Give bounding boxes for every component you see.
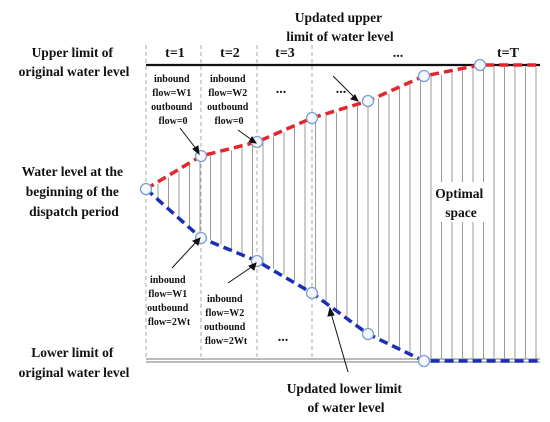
annotation-top-1: inbound flow=W1 outbound flow=0 (151, 74, 195, 127)
optimal-space-label-bg (433, 182, 489, 222)
arrow-head (192, 237, 201, 246)
arrow-head (248, 136, 258, 144)
lower-original-limit-label: Lower limit of original water level (19, 345, 130, 380)
ellipsis-bottom: ... (278, 330, 289, 345)
period-dividers (145, 45, 313, 359)
arrow-annotation-bottom-1 (171, 240, 198, 269)
curve-node (417, 69, 431, 83)
updated-lower-limit-label: Updated lower limit of water level (287, 381, 406, 415)
annotation-top-2: inbound flow=W2 outbound flow=0 (207, 74, 251, 127)
period-label-T: t=T (497, 46, 520, 61)
curve-node (473, 58, 487, 72)
optimal-space-label: Optimal space (435, 186, 486, 220)
arrow-annotation-bottom-2 (227, 265, 254, 284)
updated-upper-limit-curve (145, 63, 540, 191)
arrow-updated-upper (332, 75, 356, 99)
curve-node (305, 111, 319, 125)
curve-node (305, 286, 319, 300)
arrow-updated-lower (330, 312, 349, 373)
arrow-head (327, 306, 335, 317)
period-label-t3: t=3 (275, 46, 295, 61)
updated-lower-limit-curve (144, 187, 540, 363)
upper-original-limit-label: Upper limit of original water level (19, 45, 130, 79)
curve-node (417, 354, 431, 368)
arrow-head (350, 94, 359, 102)
ellipsis-top-2: ... (336, 82, 347, 97)
start-level-label: Water level at the beginning of the disp… (22, 164, 127, 219)
curve-node (361, 327, 375, 341)
annotation-bottom-1: inbound flow=W1 outbound flow=2Wt (147, 275, 191, 328)
updated-upper-limit-label: Updated upper limit of water level (286, 10, 394, 44)
curve-node (361, 94, 375, 108)
arrow-annotation-top-1 (179, 127, 198, 151)
annotation-arrows (171, 75, 359, 373)
period-label-t2: t=2 (220, 46, 240, 61)
annotation-bottom-2: inbound flow=W2 outbound flow=2Wt (204, 294, 248, 347)
arrow-annotation-top-2 (237, 129, 253, 141)
arrow-head (192, 145, 200, 156)
arrow-head (248, 262, 257, 271)
curve-node (139, 182, 153, 196)
period-label-ellipsis: ... (393, 46, 404, 61)
ellipsis-top-1: ... (276, 82, 287, 97)
period-label-t1: t=1 (165, 46, 185, 61)
